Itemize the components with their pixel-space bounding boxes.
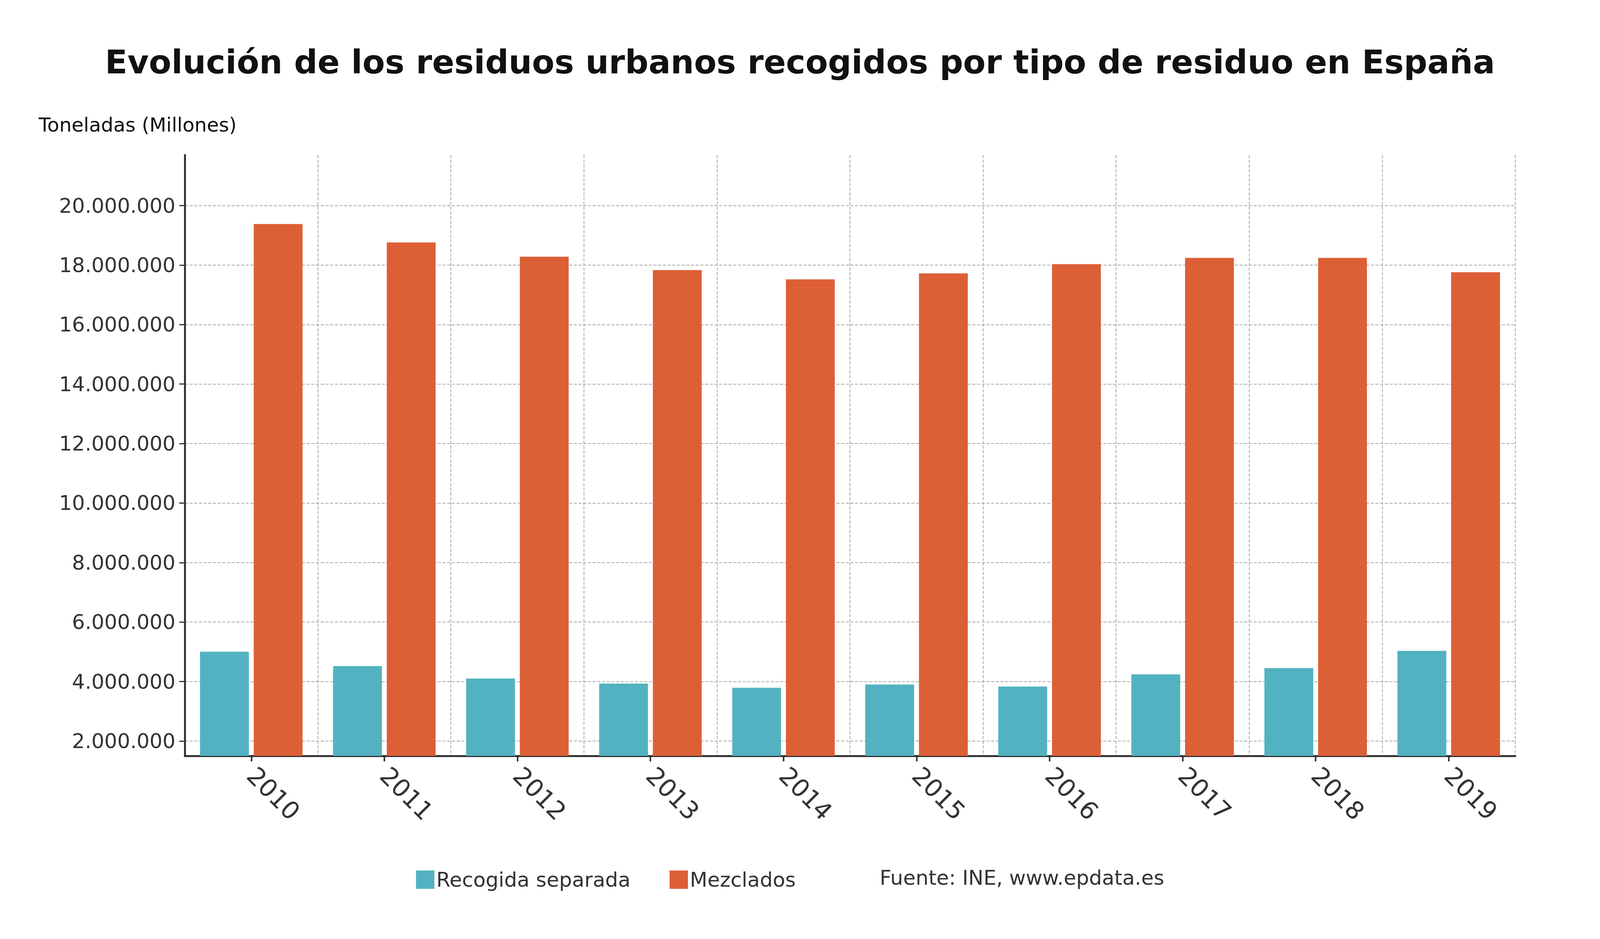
svg-text:2016: 2016 <box>1039 761 1104 827</box>
svg-text:12.000.000: 12.000.000 <box>58 432 176 456</box>
svg-text:2.000.000: 2.000.000 <box>71 729 176 754</box>
svg-text:Evolución de los residuos urba: Evolución de los residuos urbanos recogi… <box>105 42 1495 82</box>
svg-text:Recogida separada: Recogida separada <box>436 868 631 892</box>
svg-text:16.000.000: 16.000.000 <box>58 312 176 337</box>
svg-text:4.000.000: 4.000.000 <box>71 670 176 694</box>
svg-text:6.000.000: 6.000.000 <box>71 610 176 634</box>
svg-text:Fuente: INE, www.epdata.es: Fuente: INE, www.epdata.es <box>879 866 1165 890</box>
svg-text:2019: 2019 <box>1438 761 1504 827</box>
svg-text:2010: 2010 <box>241 761 306 827</box>
svg-text:2015: 2015 <box>906 761 971 827</box>
svg-text:2014: 2014 <box>773 761 838 827</box>
svg-text:14.000.000: 14.000.000 <box>58 372 176 397</box>
svg-text:10.000.000: 10.000.000 <box>58 491 176 515</box>
svg-text:2012: 2012 <box>507 761 572 827</box>
svg-text:Toneladas (Millones): Toneladas (Millones) <box>38 113 237 137</box>
svg-text:8.000.000: 8.000.000 <box>71 551 176 575</box>
svg-text:2011: 2011 <box>374 761 439 827</box>
svg-text:2013: 2013 <box>640 761 705 827</box>
svg-text:2017: 2017 <box>1172 761 1238 827</box>
svg-text:2018: 2018 <box>1305 761 1370 827</box>
svg-text:Mezclados: Mezclados <box>689 868 796 892</box>
svg-text:20.000.000: 20.000.000 <box>58 194 176 218</box>
svg-text:18.000.000: 18.000.000 <box>58 253 176 277</box>
